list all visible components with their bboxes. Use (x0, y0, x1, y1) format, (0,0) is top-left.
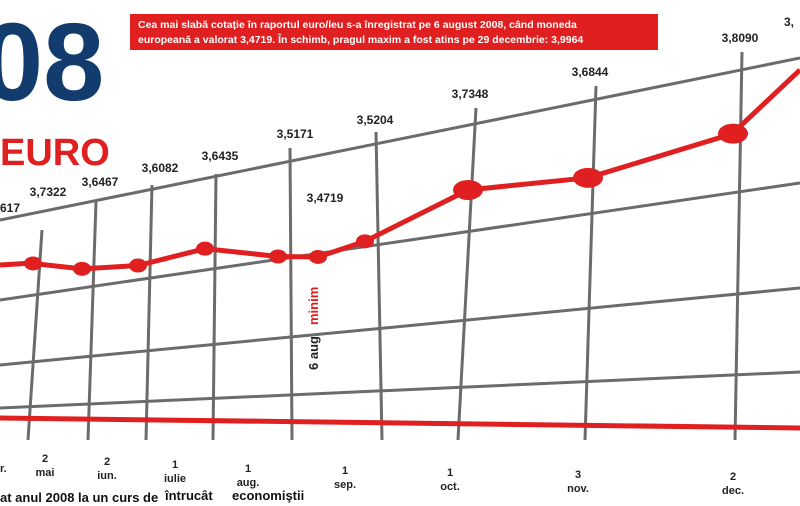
x-tick-label: 2 (104, 456, 110, 468)
data-line (32, 131, 734, 272)
annotation: Cea mai slabă cotație în raportul euro/l… (138, 19, 577, 31)
value-label: 3,7348 (452, 87, 489, 101)
min-label: minim (306, 287, 321, 325)
value-label: 3,6435 (202, 149, 239, 163)
value-label: 3,5204 (357, 113, 394, 127)
value-label: 3,5171 (277, 127, 314, 141)
perspective-grid (0, 51, 800, 441)
min-date: 6 aug (306, 336, 321, 370)
value-label: 3,6082 (142, 161, 179, 175)
annotation-box (130, 14, 658, 50)
footer-text: întrucât (164, 488, 213, 503)
axis-line (0, 415, 800, 431)
data-point (73, 261, 91, 276)
x-tick-label: oct. (440, 481, 460, 493)
annotation: europeană a valorat 3,4719. În schimb, p… (138, 33, 583, 46)
footer-text: economiştii (232, 488, 304, 503)
data-point (196, 241, 214, 256)
x-tick-label: aug. (237, 477, 260, 489)
x-tick-label: 2 (42, 453, 48, 465)
data-point (269, 249, 287, 264)
x-tick-label: nov. (567, 483, 589, 495)
x-tick-label: 1 (447, 467, 453, 479)
value-label: 3,8090 (722, 31, 759, 45)
data-point (718, 123, 748, 144)
data-point (129, 258, 147, 273)
x-tick-label: 1 (342, 465, 348, 477)
x-tick-label: iulie (164, 473, 186, 485)
x-tick-label: dec. (722, 485, 744, 497)
x-tick-label: 1 (172, 459, 178, 471)
value-label: 3,4719 (307, 191, 344, 205)
data-point (453, 179, 483, 200)
value-label: 3,7322 (30, 185, 67, 199)
chart-title: 08 (0, 1, 104, 124)
footer-text: at anul 2008 la un curs de (0, 490, 158, 505)
x-tick-label: iun. (97, 470, 117, 482)
line-continuation (731, 68, 800, 135)
x-tick-label: 2 (730, 471, 736, 483)
value-label: 3,6467 (82, 175, 119, 189)
data-point (24, 256, 42, 271)
chart-subtitle: EURO (0, 132, 110, 174)
cut-label: 3, (784, 15, 794, 29)
cut-label: 617 (0, 201, 20, 215)
value-label: 3,6844 (572, 65, 609, 79)
x-tick-label: mai (36, 467, 55, 479)
x-tick-label: 3 (575, 469, 581, 481)
x-tick-label: r. (0, 463, 7, 475)
data-point (309, 249, 327, 264)
data-point (356, 234, 374, 249)
x-tick-label: 1 (245, 463, 251, 475)
x-tick-label: sep. (334, 479, 356, 491)
data-point (573, 167, 603, 188)
